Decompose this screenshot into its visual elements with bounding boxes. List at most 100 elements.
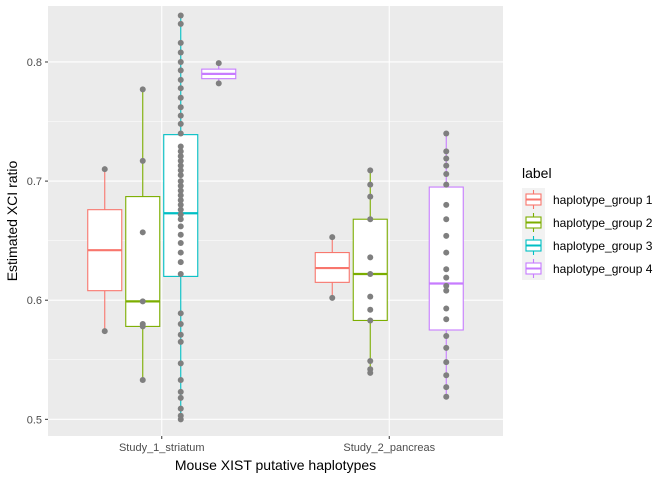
box-body xyxy=(125,196,161,327)
minor-gridlines xyxy=(48,121,503,361)
data-point xyxy=(443,232,450,239)
point-layer xyxy=(101,12,450,423)
data-point xyxy=(177,321,184,328)
data-point xyxy=(177,12,184,19)
data-point xyxy=(367,254,374,261)
data-point xyxy=(177,94,184,101)
data-point xyxy=(215,60,222,67)
data-point xyxy=(177,178,184,185)
data-point xyxy=(139,229,146,236)
legend-label: haplotype_group 1 xyxy=(553,193,653,207)
data-point xyxy=(177,377,184,384)
legend-label: haplotype_group 4 xyxy=(553,262,653,276)
data-point xyxy=(177,388,184,395)
data-point xyxy=(443,305,450,312)
legend-key-3 xyxy=(522,234,545,257)
data-point xyxy=(367,181,374,188)
data-point xyxy=(177,310,184,317)
data-point xyxy=(367,357,374,364)
data-point xyxy=(177,197,184,204)
data-point xyxy=(443,216,450,223)
data-point xyxy=(443,372,450,379)
legend-key-2 xyxy=(522,211,545,234)
data-point xyxy=(139,86,146,93)
data-point xyxy=(177,67,184,74)
data-point xyxy=(139,377,146,384)
y-axis-ticks: 0.5 0.6 0.7 0.8 xyxy=(27,57,48,426)
data-point xyxy=(177,143,184,150)
data-point xyxy=(139,157,146,164)
data-point xyxy=(177,130,184,137)
data-point xyxy=(177,240,184,247)
data-point xyxy=(367,369,374,376)
data-point xyxy=(177,223,184,230)
data-point xyxy=(443,344,450,351)
legend-key-4 xyxy=(522,257,545,280)
data-point xyxy=(139,298,146,305)
data-point xyxy=(177,331,184,338)
data-point xyxy=(177,394,184,401)
data-point xyxy=(177,249,184,256)
box-haplotype_group-1-Study_1_striatum xyxy=(87,169,123,332)
data-point xyxy=(177,206,184,213)
data-point xyxy=(443,332,450,339)
data-point xyxy=(443,162,450,169)
y-tick-label: 0.7 xyxy=(27,176,42,188)
data-point xyxy=(443,274,450,281)
x-tick-label: Study_2_pancreas xyxy=(343,442,435,454)
data-point xyxy=(443,155,450,162)
data-point xyxy=(177,405,184,412)
data-point xyxy=(177,20,184,27)
y-tick-label: 0.6 xyxy=(27,295,42,307)
y-tick-label: 0.5 xyxy=(27,414,42,426)
data-point xyxy=(177,162,184,169)
data-point xyxy=(177,182,184,189)
data-point xyxy=(367,167,374,174)
data-point xyxy=(443,170,450,177)
data-point xyxy=(177,192,184,199)
data-point xyxy=(215,80,222,87)
x-tick-label: Study_1_striatum xyxy=(119,442,205,454)
data-point xyxy=(367,193,374,200)
data-point xyxy=(101,328,108,335)
data-point xyxy=(443,130,450,137)
x-axis-ticks: Study_1_striatum Study_2_pancreas xyxy=(119,436,436,454)
x-axis-title: Mouse XIST putative haplotypes xyxy=(175,457,376,473)
data-point xyxy=(443,266,450,273)
data-point xyxy=(443,249,450,256)
data-point xyxy=(177,49,184,56)
data-point xyxy=(177,120,184,127)
data-point xyxy=(177,157,184,164)
data-point xyxy=(443,393,450,400)
data-point xyxy=(367,271,374,278)
data-point xyxy=(177,172,184,179)
data-point xyxy=(177,338,184,345)
data-point xyxy=(443,181,450,188)
data-point xyxy=(177,259,184,266)
data-point xyxy=(177,360,184,367)
data-point xyxy=(177,231,184,238)
data-point xyxy=(177,148,184,155)
data-point xyxy=(443,316,450,323)
data-point xyxy=(177,112,184,119)
data-point xyxy=(101,166,108,173)
plot-panel xyxy=(48,6,503,436)
data-point xyxy=(443,287,450,294)
data-point xyxy=(177,271,184,278)
data-point xyxy=(177,416,184,423)
box-haplotype_group-2-Study_1_striatum xyxy=(125,89,161,381)
data-point xyxy=(139,323,146,330)
major-gridlines xyxy=(48,6,503,436)
box-body xyxy=(352,218,388,322)
data-point xyxy=(367,293,374,300)
data-point xyxy=(177,76,184,83)
data-point xyxy=(443,282,450,289)
legend-title: label xyxy=(522,165,552,181)
data-point xyxy=(177,201,184,208)
data-point xyxy=(177,187,184,194)
data-point xyxy=(329,294,336,301)
data-point xyxy=(177,167,184,174)
data-point xyxy=(367,216,374,223)
data-point xyxy=(443,384,450,391)
